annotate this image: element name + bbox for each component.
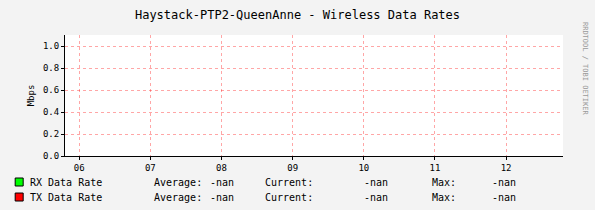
svg-text:Max:: Max: bbox=[432, 192, 456, 203]
svg-text:-nan: -nan bbox=[364, 192, 388, 203]
svg-text:0.4: 0.4 bbox=[43, 107, 59, 117]
svg-text:-nan: -nan bbox=[364, 177, 388, 188]
svg-text:-nan: -nan bbox=[492, 192, 516, 203]
svg-text:-nan: -nan bbox=[210, 192, 234, 203]
svg-text:RRDTOOL / TOBI OETIKER: RRDTOOL / TOBI OETIKER bbox=[581, 22, 589, 116]
svg-text:0.0: 0.0 bbox=[43, 151, 59, 161]
svg-text:Mbps: Mbps bbox=[26, 85, 36, 107]
svg-text:07: 07 bbox=[145, 163, 156, 173]
svg-text:12: 12 bbox=[501, 163, 512, 173]
svg-text:Haystack-PTP2-QueenAnne - Wire: Haystack-PTP2-QueenAnne - Wireless Data … bbox=[135, 8, 460, 22]
svg-text:09: 09 bbox=[287, 163, 298, 173]
svg-text:Average:: Average: bbox=[154, 192, 202, 203]
svg-text:0.6: 0.6 bbox=[43, 85, 59, 95]
svg-text:11: 11 bbox=[430, 163, 441, 173]
svg-text:06: 06 bbox=[74, 163, 85, 173]
svg-text:-nan: -nan bbox=[492, 177, 516, 188]
svg-text:TX Data Rate: TX Data Rate bbox=[30, 192, 102, 203]
svg-text:0.8: 0.8 bbox=[43, 63, 59, 73]
svg-text:08: 08 bbox=[216, 163, 227, 173]
svg-text:10: 10 bbox=[358, 163, 369, 173]
svg-text:-nan: -nan bbox=[210, 177, 234, 188]
svg-text:RX Data Rate: RX Data Rate bbox=[30, 177, 102, 188]
svg-text:0.2: 0.2 bbox=[43, 129, 59, 139]
svg-text:Current:: Current: bbox=[265, 192, 313, 203]
svg-text:1.0: 1.0 bbox=[43, 41, 59, 51]
svg-text:Average:: Average: bbox=[154, 177, 202, 188]
svg-text:Current:: Current: bbox=[265, 177, 313, 188]
svg-text:Max:: Max: bbox=[432, 177, 456, 188]
